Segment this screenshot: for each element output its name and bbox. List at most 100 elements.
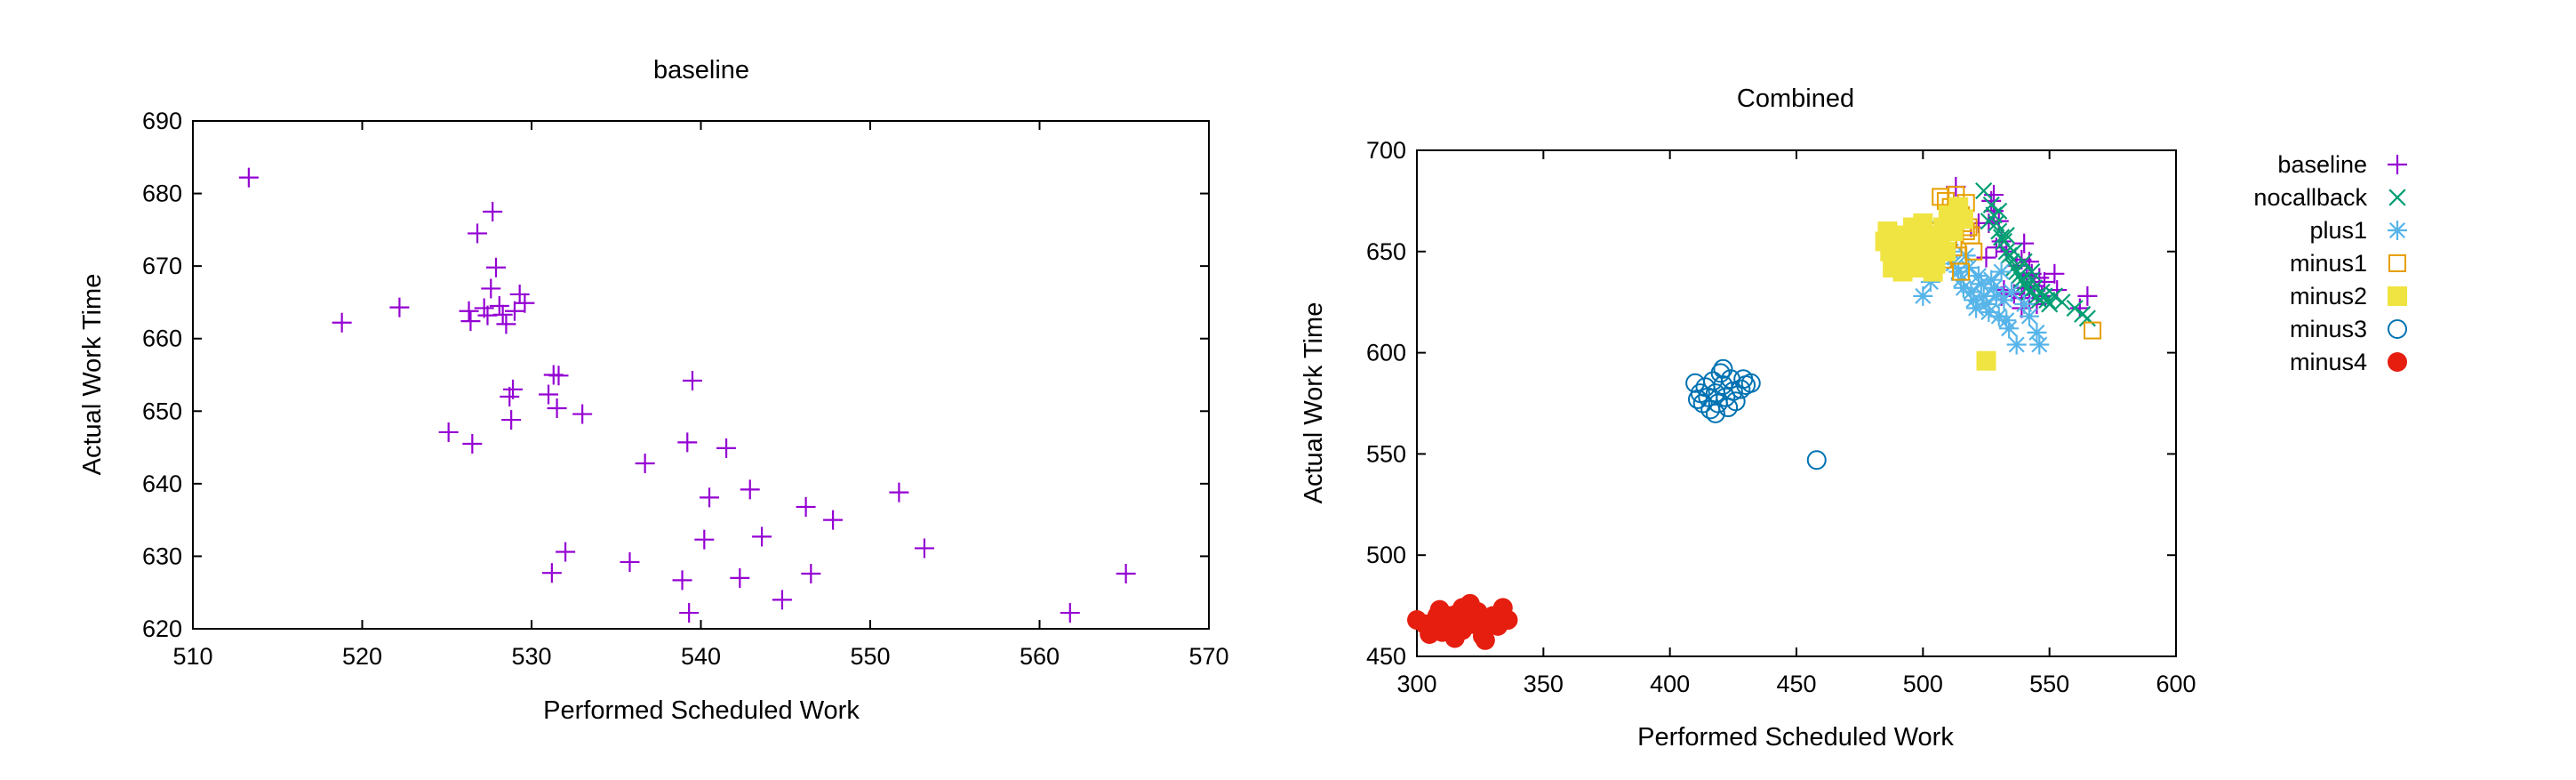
minus2-point <box>1887 245 1908 266</box>
baseline-point <box>2077 285 2098 306</box>
baseline-point <box>238 167 259 188</box>
nocallback-point <box>2008 262 2026 281</box>
right-x-tick-label: 550 <box>2029 671 2069 697</box>
left-y-tick-label: 650 <box>142 398 182 424</box>
plus1-point <box>2001 282 2021 302</box>
right-y-tick-label: 650 <box>1366 238 1406 265</box>
baseline-point <box>635 454 655 474</box>
baseline-point <box>572 404 593 424</box>
left-x-tick-label: 570 <box>1188 643 1228 670</box>
baseline-point <box>539 384 559 405</box>
left-y-tick-label: 630 <box>142 543 182 569</box>
minus2-point <box>1877 221 1898 242</box>
minus3-point <box>1713 358 1733 379</box>
baseline-point <box>515 293 535 313</box>
right-y-axis-title: Actual Work Time <box>1300 302 1328 504</box>
right-x-tick-label: 350 <box>1524 671 1564 697</box>
right-data-points <box>1407 176 2102 650</box>
baseline-point <box>801 564 821 584</box>
baseline-point <box>496 314 516 334</box>
baseline-point <box>682 371 702 391</box>
minus2-point <box>1892 261 1913 282</box>
legend-marker-minus3 <box>2388 319 2407 339</box>
minus2-point <box>1976 350 1996 371</box>
nocallback-point <box>1990 202 2008 220</box>
baseline-point <box>679 603 700 623</box>
baseline-point <box>462 433 483 454</box>
legend-label-minus1: minus1 <box>2290 250 2367 277</box>
nocallback-point <box>2033 283 2051 301</box>
baseline-point <box>914 538 934 559</box>
baseline-point <box>889 482 909 503</box>
baseline-point <box>1984 201 2004 221</box>
plus1-point <box>2019 306 2039 326</box>
nocallback-point <box>1997 227 2015 245</box>
baseline-point <box>483 201 503 221</box>
nocallback-point <box>2078 310 2096 327</box>
baseline-point <box>740 479 760 500</box>
baseline-point <box>1060 603 1080 623</box>
minus4-point <box>1470 607 1491 628</box>
right-y-tick-label: 500 <box>1366 542 1406 568</box>
right-x-tick-label: 600 <box>2156 671 2196 697</box>
left-y-tick-label: 680 <box>142 181 182 207</box>
right-x-tick-label: 300 <box>1396 671 1436 697</box>
baseline-point <box>332 312 352 333</box>
left-y-tick-label: 690 <box>142 108 182 134</box>
minus3-point <box>1723 381 1743 401</box>
minus3-point <box>1731 379 1751 399</box>
nocallback-point <box>1997 243 2015 261</box>
nocallback-point <box>1982 196 2000 214</box>
baseline-point <box>492 304 513 325</box>
minus2-point <box>1918 225 1939 245</box>
legend-marker-baseline <box>2388 155 2407 174</box>
baseline-point <box>485 257 506 277</box>
nocallback-point <box>2010 267 2028 285</box>
baseline-point <box>694 529 715 550</box>
left-y-tick-label: 660 <box>142 326 182 352</box>
minus1-point <box>1964 242 1983 261</box>
baseline-point <box>2014 233 2035 253</box>
minus4-point <box>1420 623 1440 644</box>
plus1-point <box>1976 294 1996 314</box>
right-plot-frame <box>1416 149 2177 657</box>
baseline-point <box>700 487 720 508</box>
baseline-point <box>556 542 576 562</box>
baseline-point <box>503 379 524 399</box>
right-y-tick-label: 600 <box>1366 340 1406 366</box>
left-x-tick-label: 520 <box>342 643 382 670</box>
legend-label-minus4: minus4 <box>2290 349 2367 375</box>
right-x-axis-title: Performed Scheduled Work <box>1637 723 1954 752</box>
right-axis-ticks: 300 350 400 450 500 550 600 450 500 550 600 650 700 <box>1366 137 2196 697</box>
baseline-point <box>730 567 750 588</box>
minus1-point <box>1952 262 1971 281</box>
left-x-tick-label: 550 <box>850 643 890 670</box>
minus2-point <box>1923 261 1943 282</box>
minus1-point <box>2084 321 2102 340</box>
right-y-tick-label: 550 <box>1366 440 1406 467</box>
legend-label-nocallback: nocallback <box>2253 184 2367 211</box>
baseline-point <box>481 278 501 299</box>
right-x-tick-label: 450 <box>1776 671 1816 697</box>
nocallback-point <box>1993 229 2011 246</box>
baseline-point <box>823 510 844 530</box>
minus4-point <box>1475 630 1495 650</box>
minus3-point <box>1705 403 1725 423</box>
legend-label-minus2: minus2 <box>2290 283 2367 310</box>
plus1-point <box>1999 318 2020 339</box>
legend-label-baseline: baseline <box>2277 151 2367 178</box>
minus3-point <box>1725 391 1746 412</box>
baseline-point <box>468 223 488 244</box>
baseline-point <box>796 496 816 517</box>
minus3-point <box>1740 373 1761 393</box>
baseline-point <box>389 297 410 318</box>
baseline-point <box>548 366 569 386</box>
left-y-tick-label: 670 <box>142 253 182 279</box>
legend-marker-minus1 <box>2388 254 2406 272</box>
left-y-tick-label: 620 <box>142 615 182 642</box>
nocallback-point <box>2023 262 2041 281</box>
right-x-tick-label: 400 <box>1650 671 1690 697</box>
nocallback-point <box>2045 287 2063 305</box>
plus1-point <box>2006 334 2027 355</box>
